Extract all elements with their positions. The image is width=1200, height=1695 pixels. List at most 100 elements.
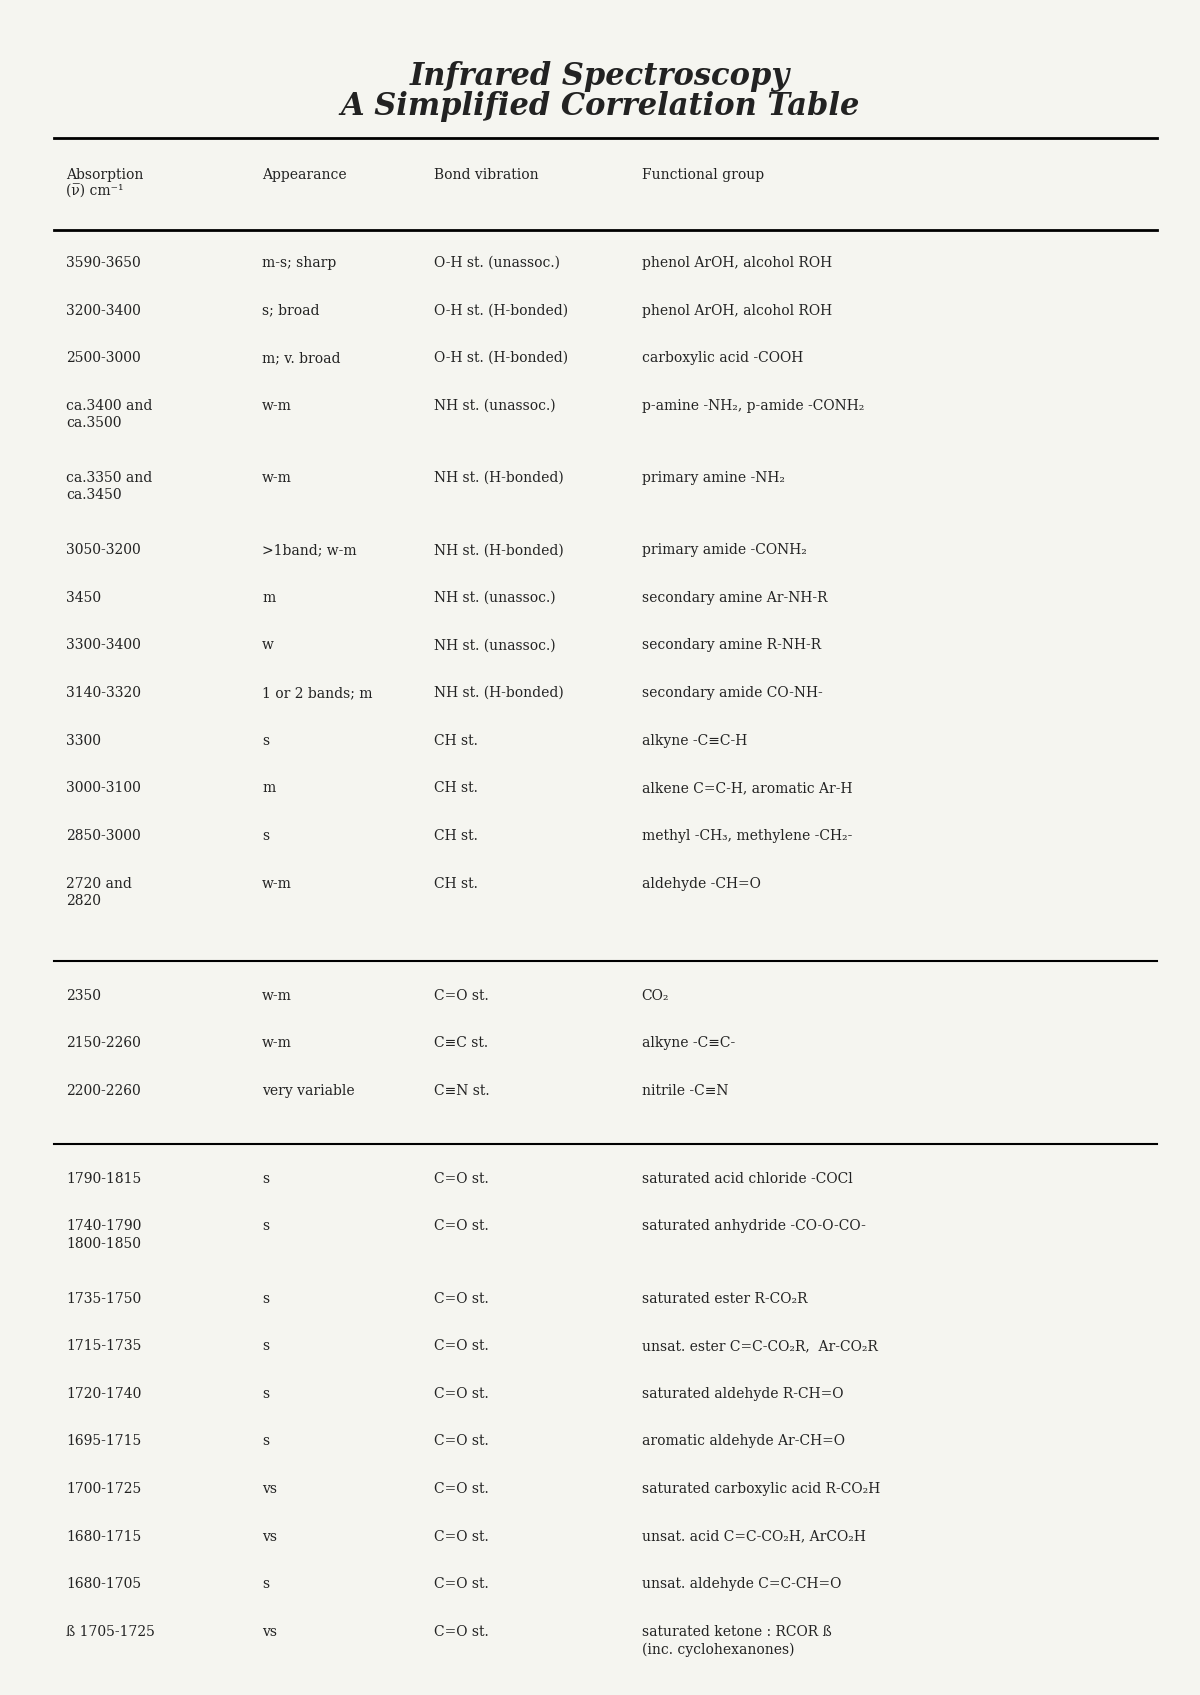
Text: NH st. (unassoc.): NH st. (unassoc.) xyxy=(434,592,556,605)
Text: CH st.: CH st. xyxy=(434,734,478,747)
Text: saturated aldehyde R-CH=O: saturated aldehyde R-CH=O xyxy=(642,1387,844,1400)
Text: C=O st.: C=O st. xyxy=(434,1171,488,1186)
Text: carboxylic acid -COOH: carboxylic acid -COOH xyxy=(642,351,803,364)
Text: 3140-3320: 3140-3320 xyxy=(66,686,142,700)
Text: 2150-2260: 2150-2260 xyxy=(66,1036,142,1051)
Text: C≡N st.: C≡N st. xyxy=(434,1085,490,1098)
Text: C=O st.: C=O st. xyxy=(434,1339,488,1353)
Text: w-m: w-m xyxy=(262,398,292,414)
Text: C=O st.: C=O st. xyxy=(434,1626,488,1639)
Text: CO₂: CO₂ xyxy=(642,988,670,1003)
Text: NH st. (unassoc.): NH st. (unassoc.) xyxy=(434,398,556,414)
Text: Infrared Spectroscopy: Infrared Spectroscopy xyxy=(410,61,790,92)
Text: w-m: w-m xyxy=(262,1036,292,1051)
Text: Appearance: Appearance xyxy=(262,168,347,183)
Text: vs: vs xyxy=(262,1481,277,1497)
Text: w-m: w-m xyxy=(262,988,292,1003)
Text: 1790-1815: 1790-1815 xyxy=(66,1171,142,1186)
Text: C=O st.: C=O st. xyxy=(434,1529,488,1544)
Text: unsat. aldehyde C=C-CH=O: unsat. aldehyde C=C-CH=O xyxy=(642,1578,841,1592)
Text: 1680-1705: 1680-1705 xyxy=(66,1578,142,1592)
Text: secondary amide CO-NH-: secondary amide CO-NH- xyxy=(642,686,822,700)
Text: ca.3350 and
ca.3450: ca.3350 and ca.3450 xyxy=(66,471,152,502)
Text: saturated ester R-CO₂R: saturated ester R-CO₂R xyxy=(642,1292,808,1305)
Text: C=O st.: C=O st. xyxy=(434,1387,488,1400)
Text: m: m xyxy=(262,781,275,795)
Text: vs: vs xyxy=(262,1529,277,1544)
Text: 3590-3650: 3590-3650 xyxy=(66,256,142,270)
Text: 3300: 3300 xyxy=(66,734,101,747)
Text: 2350: 2350 xyxy=(66,988,101,1003)
Text: s: s xyxy=(262,1339,269,1353)
Text: s: s xyxy=(262,1578,269,1592)
Text: m-s; sharp: m-s; sharp xyxy=(262,256,336,270)
Text: 2500-3000: 2500-3000 xyxy=(66,351,142,364)
Text: O-H st. (unassoc.): O-H st. (unassoc.) xyxy=(434,256,560,270)
Text: aldehyde -CH=O: aldehyde -CH=O xyxy=(642,876,761,890)
Text: alkyne -C≡C-H: alkyne -C≡C-H xyxy=(642,734,746,747)
Text: m: m xyxy=(262,592,275,605)
Text: s: s xyxy=(262,1387,269,1400)
Text: O-H st. (H-bonded): O-H st. (H-bonded) xyxy=(434,303,568,317)
Text: C≡C st.: C≡C st. xyxy=(434,1036,488,1051)
Text: aromatic aldehyde Ar-CH=O: aromatic aldehyde Ar-CH=O xyxy=(642,1434,845,1449)
Text: primary amide -CONH₂: primary amide -CONH₂ xyxy=(642,542,806,558)
Text: 3200-3400: 3200-3400 xyxy=(66,303,142,317)
Text: very variable: very variable xyxy=(262,1085,354,1098)
Text: C=O st.: C=O st. xyxy=(434,1292,488,1305)
Text: CH st.: CH st. xyxy=(434,829,478,842)
Text: NH st. (H-bonded): NH st. (H-bonded) xyxy=(434,471,564,485)
Text: s: s xyxy=(262,829,269,842)
Text: NH st. (H-bonded): NH st. (H-bonded) xyxy=(434,686,564,700)
Text: alkene C=C-H, aromatic Ar-H: alkene C=C-H, aromatic Ar-H xyxy=(642,781,852,795)
Text: nitrile -C≡N: nitrile -C≡N xyxy=(642,1085,728,1098)
Text: 1695-1715: 1695-1715 xyxy=(66,1434,142,1449)
Text: s; broad: s; broad xyxy=(262,303,319,317)
Text: C=O st.: C=O st. xyxy=(434,1481,488,1497)
Text: phenol ArOH, alcohol ROH: phenol ArOH, alcohol ROH xyxy=(642,256,832,270)
Text: Bond vibration: Bond vibration xyxy=(434,168,539,183)
Text: 3450: 3450 xyxy=(66,592,101,605)
Text: 2200-2260: 2200-2260 xyxy=(66,1085,142,1098)
Text: CH st.: CH st. xyxy=(434,876,478,890)
Text: C=O st.: C=O st. xyxy=(434,1434,488,1449)
Text: NH st. (unassoc.): NH st. (unassoc.) xyxy=(434,639,556,653)
Text: ß 1705-1725: ß 1705-1725 xyxy=(66,1626,155,1639)
Text: Functional group: Functional group xyxy=(642,168,763,183)
Text: saturated anhydride -CO-O-CO-: saturated anhydride -CO-O-CO- xyxy=(642,1219,865,1234)
Text: s: s xyxy=(262,1292,269,1305)
Text: 1720-1740: 1720-1740 xyxy=(66,1387,142,1400)
Text: m; v. broad: m; v. broad xyxy=(262,351,341,364)
Text: CH st.: CH st. xyxy=(434,781,478,795)
Text: saturated ketone : RCOR ß
(inc. cyclohexanones): saturated ketone : RCOR ß (inc. cyclohex… xyxy=(642,1626,832,1656)
Text: s: s xyxy=(262,1434,269,1449)
Text: 1700-1725: 1700-1725 xyxy=(66,1481,142,1497)
Text: saturated carboxylic acid R-CO₂H: saturated carboxylic acid R-CO₂H xyxy=(642,1481,880,1497)
Text: s: s xyxy=(262,1219,269,1234)
Text: ca.3400 and
ca.3500: ca.3400 and ca.3500 xyxy=(66,398,152,431)
Text: phenol ArOH, alcohol ROH: phenol ArOH, alcohol ROH xyxy=(642,303,832,317)
Text: s: s xyxy=(262,734,269,747)
Text: 2850-3000: 2850-3000 xyxy=(66,829,142,842)
Text: w-m: w-m xyxy=(262,876,292,890)
Text: secondary amine Ar-NH-R: secondary amine Ar-NH-R xyxy=(642,592,827,605)
Text: 3300-3400: 3300-3400 xyxy=(66,639,142,653)
Text: Absorption
(ν̅) cm⁻¹: Absorption (ν̅) cm⁻¹ xyxy=(66,168,144,198)
Text: 2720 and
2820: 2720 and 2820 xyxy=(66,876,132,909)
Text: alkyne -C≡C-: alkyne -C≡C- xyxy=(642,1036,734,1051)
Text: NH st. (H-bonded): NH st. (H-bonded) xyxy=(434,542,564,558)
Text: unsat. acid C=C-CO₂H, ArCO₂H: unsat. acid C=C-CO₂H, ArCO₂H xyxy=(642,1529,865,1544)
Text: 1740-1790
1800-1850: 1740-1790 1800-1850 xyxy=(66,1219,142,1251)
Text: w: w xyxy=(262,639,274,653)
Text: methyl -CH₃, methylene -CH₂-: methyl -CH₃, methylene -CH₂- xyxy=(642,829,852,842)
Text: C=O st.: C=O st. xyxy=(434,1219,488,1234)
Text: p-amine -NH₂, p-amide -CONH₂: p-amine -NH₂, p-amide -CONH₂ xyxy=(642,398,864,414)
Text: primary amine -NH₂: primary amine -NH₂ xyxy=(642,471,785,485)
Text: secondary amine R-NH-R: secondary amine R-NH-R xyxy=(642,639,821,653)
Text: C=O st.: C=O st. xyxy=(434,988,488,1003)
Text: s: s xyxy=(262,1171,269,1186)
Text: 3000-3100: 3000-3100 xyxy=(66,781,142,795)
Text: 1735-1750: 1735-1750 xyxy=(66,1292,142,1305)
Text: w-m: w-m xyxy=(262,471,292,485)
Text: O-H st. (H-bonded): O-H st. (H-bonded) xyxy=(434,351,568,364)
